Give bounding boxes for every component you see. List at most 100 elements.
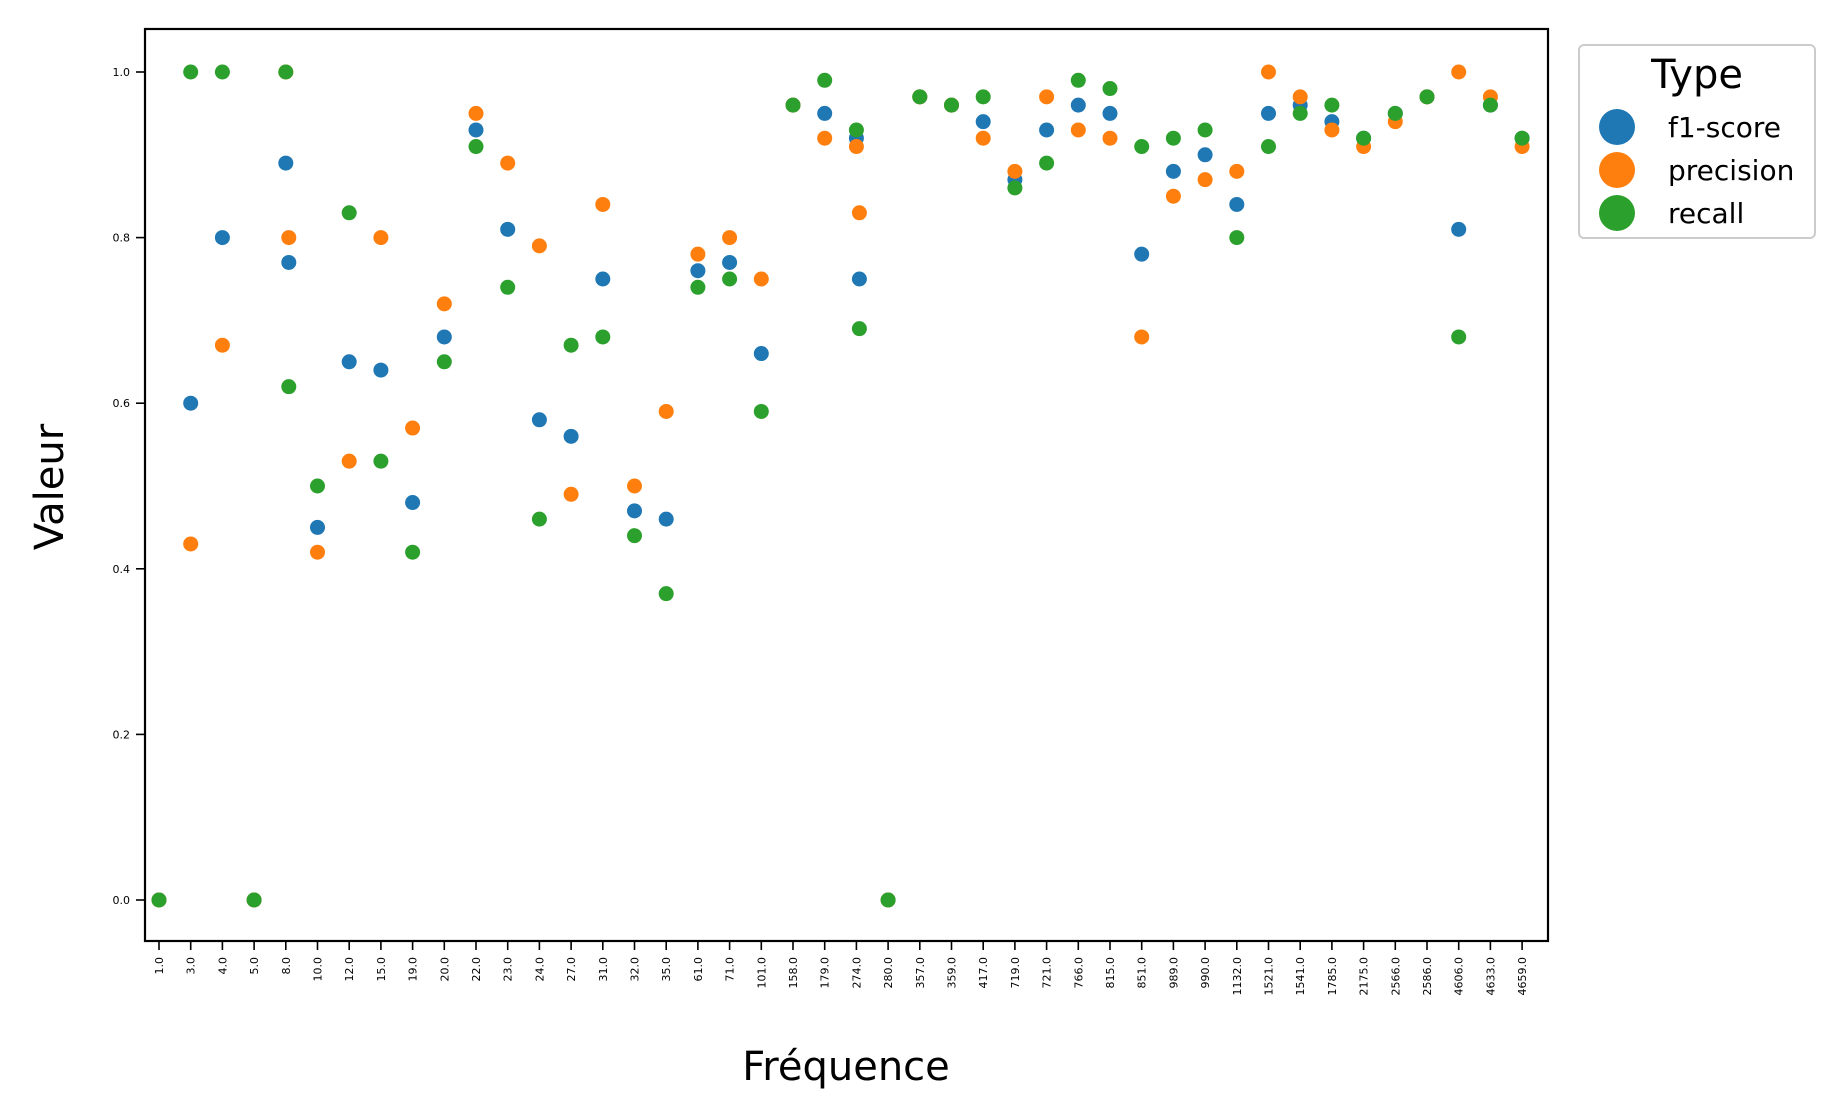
data-point-precision [975, 130, 991, 146]
data-point-precision [817, 130, 833, 146]
data-point-recall [563, 337, 579, 353]
data-point-f1-score [341, 354, 357, 370]
x-tick-label: 989.0 [1167, 957, 1180, 989]
data-point-recall [531, 511, 547, 527]
data-point-recall [722, 271, 738, 287]
data-point-precision [531, 238, 547, 254]
data-point-recall [912, 89, 928, 105]
data-point-f1-score [405, 495, 421, 511]
data-point-recall [1292, 105, 1308, 121]
data-point-f1-score [851, 271, 867, 287]
x-axis-title: Fréquence [742, 1044, 950, 1090]
data-point-precision [468, 105, 484, 121]
data-point-recall [1197, 122, 1213, 138]
data-point-precision [373, 230, 389, 246]
x-tick-label: 990.0 [1199, 957, 1212, 989]
data-point-f1-score [1451, 221, 1467, 237]
x-tick-label: 20.0 [438, 957, 451, 982]
data-point-recall [1007, 180, 1023, 196]
x-tick-label: 4659.0 [1516, 957, 1529, 996]
x-tick-label: 2175.0 [1358, 957, 1371, 996]
data-point-recall [1102, 81, 1118, 97]
data-point-recall [373, 453, 389, 469]
data-point-f1-score [310, 519, 325, 535]
data-point-f1-score [1261, 105, 1276, 121]
x-tick-label: 71.0 [724, 957, 737, 982]
x-tick-label: 31.0 [597, 957, 610, 982]
data-point-precision [722, 230, 738, 246]
data-point-f1-score [627, 503, 642, 519]
legend-label-f1-score: f1-score [1668, 111, 1781, 144]
legend-entries: f1-score precision recall [1599, 109, 1794, 231]
data-point-precision [1451, 64, 1467, 80]
data-point-recall [500, 279, 516, 295]
x-tick-label: 158.0 [787, 957, 800, 989]
x-tick-label: 101.0 [755, 957, 768, 989]
y-tick-label: 0.6 [113, 397, 131, 410]
data-point-f1-score [1039, 122, 1055, 138]
data-point-precision [848, 139, 864, 155]
data-point-precision [405, 420, 421, 436]
legend: Type f1-score precision recall [1578, 44, 1816, 239]
x-tick-label: 24.0 [533, 957, 546, 982]
x-tick-label: 23.0 [502, 957, 515, 982]
x-tick-label: 1521.0 [1263, 957, 1276, 996]
data-point-recall [214, 64, 230, 80]
data-point-recall [1229, 230, 1245, 246]
x-tick-label: 357.0 [914, 957, 927, 989]
y-tick-label: 0.0 [113, 894, 131, 907]
x-tick-label: 417.0 [977, 957, 990, 989]
legend-marker-recall [1599, 195, 1635, 231]
data-point-recall [1165, 130, 1181, 146]
legend-label-recall: recall [1668, 197, 1744, 230]
data-point-recall [1261, 139, 1276, 155]
data-point-f1-score [214, 230, 230, 246]
data-point-recall [151, 892, 167, 908]
x-tick-label: 719.0 [1009, 957, 1022, 989]
data-point-f1-score [281, 254, 297, 270]
x-tick-label: 1.0 [153, 957, 166, 975]
data-point-precision [753, 271, 769, 287]
data-point-precision [214, 337, 230, 353]
legend-marker-f1-score [1599, 109, 1635, 145]
data-point-f1-score [436, 329, 452, 345]
x-tick-label: 1541.0 [1294, 957, 1307, 996]
x-tick-label: 5.0 [248, 957, 261, 975]
legend-title: Type [1650, 52, 1743, 98]
data-point-recall [627, 528, 642, 544]
data-point-recall [658, 586, 674, 602]
data-point-precision [1324, 122, 1340, 138]
x-tick-label: 274.0 [850, 957, 863, 989]
data-point-recall [1134, 139, 1150, 155]
data-point-precision [310, 544, 325, 560]
x-tick-label: 4606.0 [1453, 957, 1466, 996]
data-point-f1-score [658, 511, 674, 527]
x-tick-label: 2586.0 [1421, 957, 1434, 996]
data-point-recall [1356, 130, 1372, 146]
data-point-recall [1324, 97, 1340, 113]
data-point-precision [627, 478, 642, 494]
data-point-precision [281, 230, 297, 246]
data-point-f1-score [1102, 105, 1118, 121]
data-point-f1-score [1165, 163, 1181, 179]
plot-frame [143, 27, 1550, 943]
data-point-recall [341, 205, 357, 221]
x-tick-label: 4633.0 [1484, 957, 1497, 996]
points-layer [151, 64, 1530, 908]
y-tick-label: 1.0 [113, 66, 131, 79]
data-point-recall [595, 329, 611, 345]
data-point-recall [1514, 130, 1530, 146]
data-point-precision [1229, 163, 1245, 179]
data-point-recall [436, 354, 452, 370]
data-point-precision [436, 296, 452, 312]
data-point-recall [1482, 97, 1498, 113]
x-tick-label: 61.0 [692, 957, 705, 982]
data-point-f1-score [278, 155, 294, 171]
data-point-f1-score [1070, 97, 1086, 113]
data-point-precision [851, 205, 867, 221]
x-tick-label: 22.0 [470, 957, 483, 982]
data-point-precision [1102, 130, 1118, 146]
x-tick-label: 179.0 [819, 957, 832, 989]
data-point-recall [817, 72, 833, 88]
x-tick-label: 359.0 [946, 957, 959, 989]
